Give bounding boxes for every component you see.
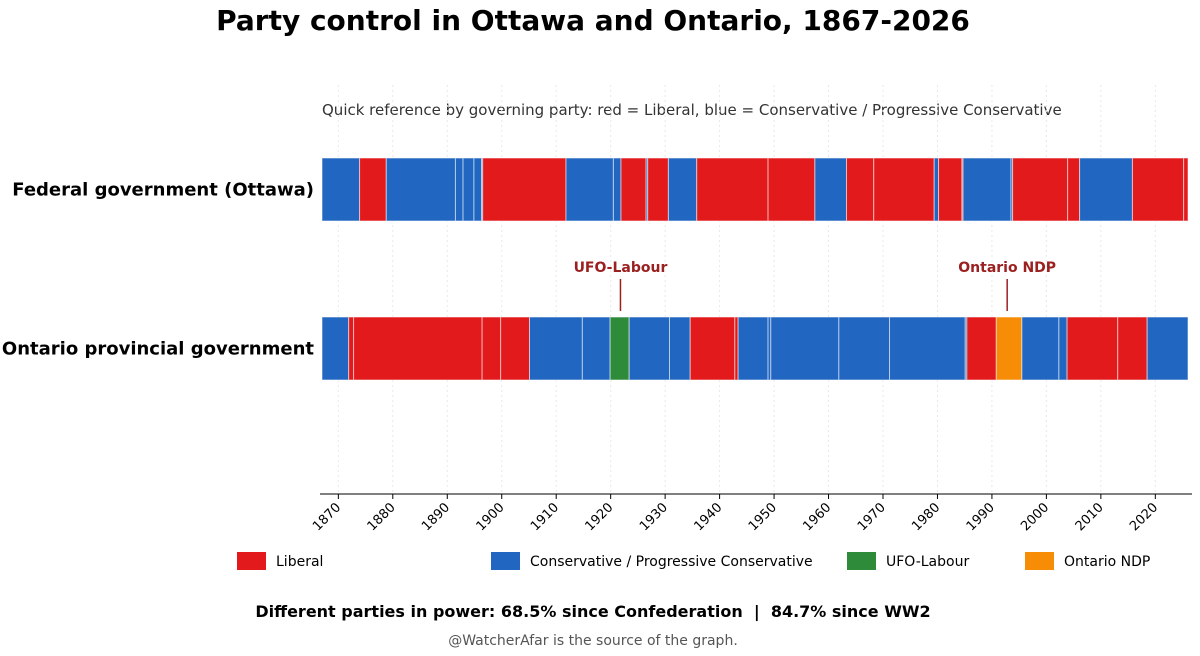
segment-ontario-22 — [1066, 316, 1119, 381]
segment-federal-5 — [473, 157, 483, 222]
chart-title: Party control in Ottawa and Ontario, 186… — [216, 4, 970, 37]
annotation-ufo-labour: UFO-Labour — [574, 260, 668, 276]
segment-federal-9 — [612, 157, 622, 222]
legend-label-conservative: Conservative / Progressive Conservative — [530, 554, 813, 570]
gridlines — [337, 85, 1156, 494]
row-label-ontario: Ontario provincial government — [2, 339, 314, 360]
legend-swatch-ndp — [1025, 552, 1054, 570]
segment-federal-24 — [1012, 157, 1069, 222]
segment-ontario-3 — [481, 316, 502, 381]
segment-federal-26 — [1079, 157, 1133, 222]
segment-ontario-1 — [348, 316, 355, 381]
annotations: UFO-Labour Ontario NDP — [574, 260, 1056, 311]
segment-ontario-14 — [770, 316, 840, 381]
segment-ontario-24 — [1146, 316, 1189, 381]
segment-ontario-21 — [1058, 316, 1068, 381]
legend-swatch-conservative — [491, 552, 520, 570]
legend-swatch-liberal — [237, 552, 266, 570]
segment-ontario-6 — [581, 316, 611, 381]
source-text: @WatcherAfar is the source of the graph. — [448, 633, 738, 649]
timeline-bars — [321, 157, 1189, 381]
segment-federal-7 — [482, 157, 567, 222]
legend-label-ufo: UFO-Labour — [886, 554, 969, 570]
segment-ontario-7 — [609, 316, 630, 381]
segment-ontario-4 — [500, 316, 531, 381]
segment-federal-25 — [1067, 157, 1081, 222]
segment-federal-19 — [933, 157, 940, 222]
segment-federal-10 — [620, 157, 647, 222]
segment-federal-2 — [385, 157, 456, 222]
segment-federal-15 — [767, 157, 816, 222]
legend-swatch-ufo — [847, 552, 876, 570]
segment-ontario-18 — [966, 316, 997, 381]
segment-ontario-16 — [889, 316, 966, 381]
segment-ontario-15 — [838, 316, 891, 381]
legend: Liberal Conservative / Progressive Conser… — [237, 552, 1150, 570]
segment-federal-18 — [873, 157, 935, 222]
segment-federal-1 — [359, 157, 387, 222]
segment-ontario-12 — [737, 316, 769, 381]
segment-federal-16 — [814, 157, 848, 222]
segment-ontario-23 — [1117, 316, 1148, 381]
segment-federal-12 — [647, 157, 669, 222]
segment-federal-4 — [462, 157, 475, 222]
segment-federal-17 — [846, 157, 875, 222]
segment-ontario-2 — [353, 316, 483, 381]
segment-federal-14 — [696, 157, 769, 222]
legend-label-ndp: Ontario NDP — [1064, 554, 1150, 570]
segment-federal-22 — [962, 157, 1012, 222]
segment-ontario-19 — [995, 316, 1023, 381]
segment-ontario-0 — [321, 316, 350, 381]
segment-federal-13 — [667, 157, 698, 222]
segment-federal-3 — [454, 157, 464, 222]
segment-ontario-9 — [668, 316, 691, 381]
segment-ontario-20 — [1021, 316, 1060, 381]
segment-federal-20 — [938, 157, 963, 222]
row-labels: Federal government (Ottawa) Ontario provi… — [2, 180, 314, 360]
segment-federal-8 — [565, 157, 614, 222]
legend-label-liberal: Liberal — [276, 554, 323, 570]
annotation-ontario-ndp: Ontario NDP — [958, 260, 1056, 276]
row-label-federal: Federal government (Ottawa) — [12, 180, 314, 201]
segment-ontario-10 — [689, 316, 736, 381]
segment-ontario-8 — [628, 316, 670, 381]
segment-federal-28 — [1183, 157, 1189, 222]
segment-ontario-5 — [529, 316, 583, 381]
summary-text: Different parties in power: 68.5% since … — [255, 602, 930, 622]
segment-federal-0 — [321, 157, 361, 222]
segment-federal-27 — [1131, 157, 1185, 222]
chart-subtitle: Quick reference by governing party: red … — [322, 101, 1062, 119]
